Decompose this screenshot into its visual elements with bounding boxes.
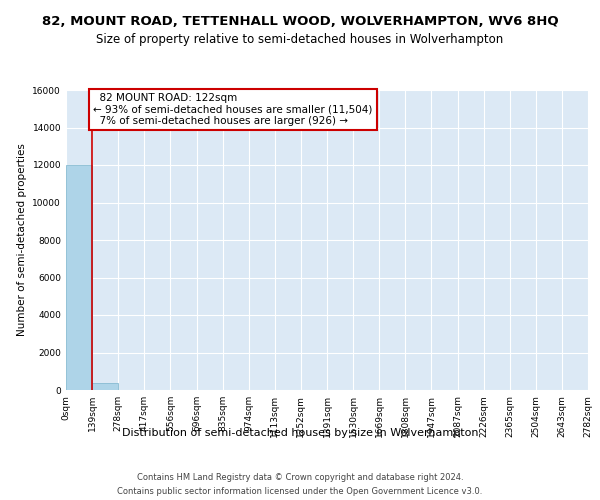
Text: 82 MOUNT ROAD: 122sqm
← 93% of semi-detached houses are smaller (11,504)
  7% of: 82 MOUNT ROAD: 122sqm ← 93% of semi-deta… [93,93,373,126]
Text: Contains HM Land Registry data © Crown copyright and database right 2024.: Contains HM Land Registry data © Crown c… [137,472,463,482]
Bar [66,165,92,390]
Text: Contains public sector information licensed under the Open Government Licence v3: Contains public sector information licen… [118,488,482,496]
Bar [92,382,118,390]
Text: 82, MOUNT ROAD, TETTENHALL WOOD, WOLVERHAMPTON, WV6 8HQ: 82, MOUNT ROAD, TETTENHALL WOOD, WOLVERH… [41,15,559,28]
Y-axis label: Number of semi-detached properties: Number of semi-detached properties [17,144,27,336]
Text: Size of property relative to semi-detached houses in Wolverhampton: Size of property relative to semi-detach… [97,32,503,46]
Text: Distribution of semi-detached houses by size in Wolverhampton: Distribution of semi-detached houses by … [122,428,478,438]
